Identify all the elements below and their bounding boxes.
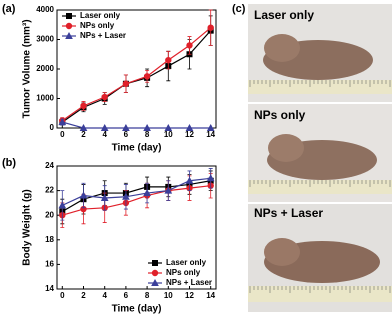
plot-frame <box>56 165 217 290</box>
series-line <box>62 185 211 216</box>
y-tick-label: 2000 <box>36 64 54 73</box>
marker <box>185 123 194 131</box>
series-line <box>62 177 211 206</box>
mouse-head <box>268 134 304 162</box>
series-line <box>61 27 212 122</box>
photo-caption: Laser only <box>254 8 314 22</box>
x-tick-label: 2 <box>81 130 86 139</box>
mouse-head <box>264 238 300 266</box>
chart: (a) 0 1000 2000 3000 4000 0 2 4 6 8 10 12 14 Time (day… <box>2 3 217 154</box>
x-tick-label: 6 <box>124 291 129 300</box>
marker <box>122 192 130 200</box>
marker <box>207 24 214 31</box>
marker <box>79 123 88 131</box>
x-tick-label: 10 <box>164 130 173 139</box>
ruler <box>248 80 392 94</box>
marker <box>122 123 130 131</box>
mouse-head <box>264 34 300 62</box>
y-tick-label: 20 <box>45 210 54 219</box>
x-axis-label: Time (day) <box>112 143 162 154</box>
legend-label: NPs only <box>80 21 115 30</box>
panel-label: (b) <box>2 157 16 169</box>
ruler <box>248 286 392 302</box>
marker <box>143 73 151 80</box>
legend-marker <box>65 22 73 30</box>
x-tick-label: 4 <box>102 130 107 139</box>
x-tick-label: 12 <box>185 291 194 300</box>
x-axis-label: Time (day) <box>112 304 162 314</box>
marker <box>80 102 87 110</box>
y-tick-label: 18 <box>45 235 54 244</box>
y-tick-label: 0 <box>50 123 55 132</box>
marker <box>186 42 193 49</box>
legend-marker <box>151 269 159 277</box>
x-tick-label: 0 <box>60 130 65 139</box>
marker <box>206 174 215 182</box>
marker <box>143 189 151 197</box>
x-tick-label: 12 <box>185 130 194 139</box>
legend-label: Laser only <box>80 11 121 20</box>
legend-label: NPs only <box>166 268 201 277</box>
marker <box>58 201 67 209</box>
panel-label: (a) <box>2 3 16 15</box>
legend-label: NPs + Laser <box>80 31 126 40</box>
marker <box>100 123 109 131</box>
x-tick-label: 14 <box>206 291 215 300</box>
legend-label: NPs + Laser <box>166 278 212 287</box>
x-tick-label: 8 <box>145 291 150 300</box>
legend-label: Laser only <box>166 258 207 267</box>
photo-caption: NPs only <box>254 108 306 122</box>
y-axis-label: Body Weight (g) <box>22 189 33 265</box>
marker <box>79 191 88 199</box>
x-tick-label: 8 <box>145 130 150 139</box>
marker <box>58 118 67 126</box>
marker <box>164 186 173 194</box>
marker <box>122 80 130 87</box>
marker <box>143 123 151 131</box>
x-tick-label: 0 <box>60 291 65 300</box>
series-line <box>61 30 212 123</box>
marker <box>100 193 109 201</box>
y-tick-label: 22 <box>45 186 54 195</box>
x-tick-label: 10 <box>164 291 173 300</box>
legend-marker <box>152 260 158 266</box>
x-tick-label: 6 <box>124 130 129 139</box>
y-tick-label: 1000 <box>36 94 54 103</box>
y-tick-label: 3000 <box>36 35 54 44</box>
y-tick-label: 4000 <box>36 5 54 14</box>
legend-marker <box>151 278 159 286</box>
y-tick-label: 24 <box>45 161 54 170</box>
photo-caption: NPs + Laser <box>254 206 323 220</box>
x-tick-label: 2 <box>81 291 86 300</box>
marker <box>101 93 108 101</box>
marker <box>164 123 173 131</box>
marker <box>165 56 172 64</box>
photo-panel: (c) Laser only NPs only NPs + Laser <box>232 3 392 312</box>
marker <box>206 123 215 131</box>
y-tick-label: 16 <box>45 260 54 269</box>
x-tick-label: 4 <box>102 291 107 300</box>
legend-marker <box>66 13 72 19</box>
series-line <box>62 121 211 129</box>
y-axis-label: Tumor Volume (mm³) <box>22 19 33 118</box>
y-tick-label: 14 <box>45 284 54 293</box>
legend-marker <box>65 31 73 39</box>
marker <box>185 176 194 184</box>
ruler <box>248 180 392 194</box>
x-tick-label: 14 <box>206 130 215 139</box>
panel-label: (c) <box>232 3 246 15</box>
